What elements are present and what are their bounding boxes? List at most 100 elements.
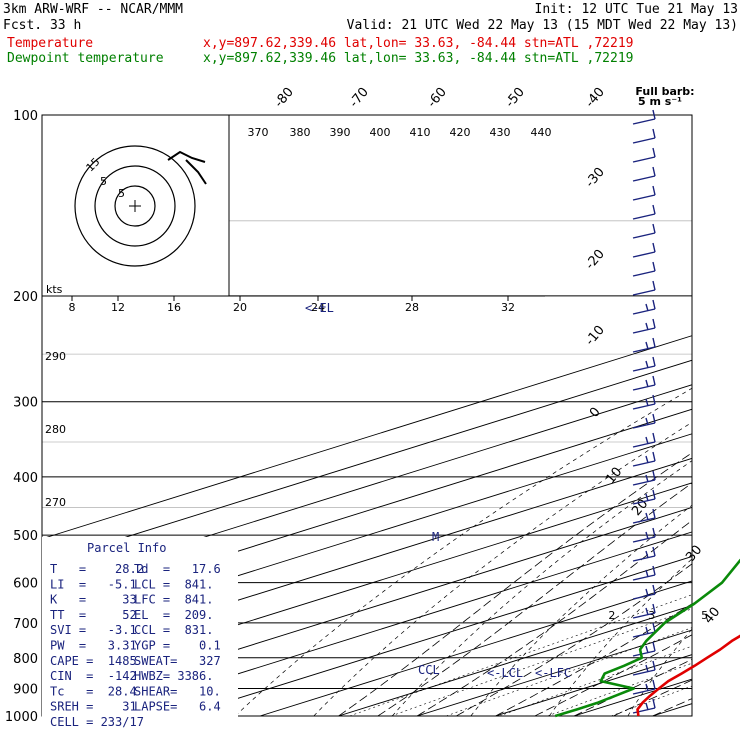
parcel-row-right: SHEAR= 10. [134,684,221,698]
wind-barb [632,508,656,524]
moist-adiabat [495,603,692,716]
parcel-row-right: Td = 17.6 [134,562,221,576]
theta-label: 370 [248,126,269,139]
parcel-row-left: K = 33 [50,593,137,607]
dry-adiabat [313,421,692,716]
full-barb-label: Full barb: [635,85,694,98]
wind-barb [632,375,656,391]
moist-adiabat [416,519,692,716]
wind-barb [632,318,656,334]
moist-adiabat [377,482,692,716]
wind-barbs [632,109,656,714]
temperature-tick-label: -70 [347,85,372,111]
temperature-tick-label: -20 [583,247,608,273]
theta-label: 270 [45,496,66,509]
parcel-info-panel: Parcel Info T = 28.2Td = 17.6LI = -5.1LC… [42,537,238,729]
wind-barb [632,565,656,581]
plot-frame [41,114,693,717]
mixing-ratio-label: 3 [648,609,655,622]
el-marker: <-EL [305,301,334,315]
temperature-location: x,y=897.62,339.46 lat,lon= 33.63, -84.44… [203,36,633,51]
temperature-tick-label: 0 [587,405,604,421]
lfc-marker: <-LFC [535,666,571,680]
dewpoint-location: x,y=897.62,339.46 lat,lon= 33.63, -84.44… [203,51,633,66]
isotherm [42,359,692,564]
wind-barb [632,261,656,277]
wind-barb [632,679,656,695]
pressure-tick-label: 400 [13,471,38,486]
wind-barb [632,337,656,353]
parcel-row-left: LI = -5.1 [50,577,137,591]
isotherm [259,580,692,716]
init-time: Init: 12 UTC Tue 21 May 13 [535,2,739,17]
mixing-ratio-line [499,645,692,716]
parcel-row-left: SVI = -3.1 [50,623,137,637]
pressure-tick-label: 100 [13,109,38,124]
moist-adiabat [534,634,692,716]
moist-adiabat [652,698,692,716]
moist-adiabat [573,658,692,716]
wind-barb [632,147,656,163]
isotherm [42,506,692,712]
pressure-tick-label: 600 [13,577,38,592]
temperature-tick-label: -80 [272,85,297,111]
speed-tick-label: 28 [405,301,419,314]
theta-label: 390 [330,126,351,139]
wind-barb [632,527,656,543]
speed-tick-label: 8 [69,301,76,314]
wind-barb [632,109,656,125]
speed-tick-label: 24 [311,301,325,314]
wind-barb [632,166,656,182]
dry-adiabat [549,558,692,716]
isotherm [652,703,692,716]
pressure-tick-label: 700 [13,617,38,632]
temperature-tick-label: 10 [603,465,625,487]
temperature-tick-label: -60 [425,85,450,111]
parcel-row-left: T = 28.2 [50,562,144,576]
wind-barb [632,413,656,429]
isotherm [102,531,692,716]
isotherm [495,654,692,716]
hodograph: 5 5 15 kts [41,114,230,297]
dry-adiabat [392,460,692,716]
wind-barb [632,660,656,676]
hodo-speed-unit: kts [46,283,63,296]
barb-unit-label: 5 m s⁻¹ [638,95,682,108]
pressure-tick-label: 200 [13,290,38,305]
parcel-row-right: LFC = 841. [134,593,213,607]
wind-barb [632,204,656,220]
temperature-line [636,634,740,717]
forecast-hour: Fcst. 33 h [3,18,81,33]
wind-barb [632,641,656,657]
mixing-ratio-line [446,627,692,716]
theta-label: 410 [410,126,431,139]
parcel-row-left: PW = 3.31 [50,639,137,653]
hodo-ring-label: 5 [118,187,125,200]
wind-barb [632,128,656,144]
model-title: 3km ARW-WRF -- NCAR/MMM [3,2,183,17]
parcel-row-right: LCL = 841. [134,577,213,591]
wind-barb [632,451,656,467]
wind-barb [632,299,656,315]
theta-label: 420 [450,126,471,139]
parcel-row-right: CCL = 831. [134,623,213,637]
parcel-row-left: Tc = 28.4 [50,684,137,698]
speed-tick-label: 20 [233,301,247,314]
m-marker: M [432,530,439,544]
temperature-legend: Temperature [7,36,93,51]
isotherm [42,482,692,687]
grid [42,115,692,716]
hodo-ring-label: 5 [100,175,107,188]
moist-adiabat [456,563,692,716]
temperature-tick-label: -40 [583,85,608,111]
parcel-row-right: YGP = 0.1 [134,639,221,653]
wind-barb [632,242,656,258]
temperature-tick-label: -50 [503,85,528,111]
parcel-row-right: SWEAT= 327 [134,654,221,668]
wind-barb [632,584,656,600]
dry-adiabat [627,628,692,716]
parcel-row-right: EL = 209. [134,608,213,622]
isotherm [42,408,692,613]
parcel-row-left: CIN = -142 [50,669,137,683]
valid-time: Valid: 21 UTC Wed 22 May 13 (15 MDT Wed … [347,18,738,33]
